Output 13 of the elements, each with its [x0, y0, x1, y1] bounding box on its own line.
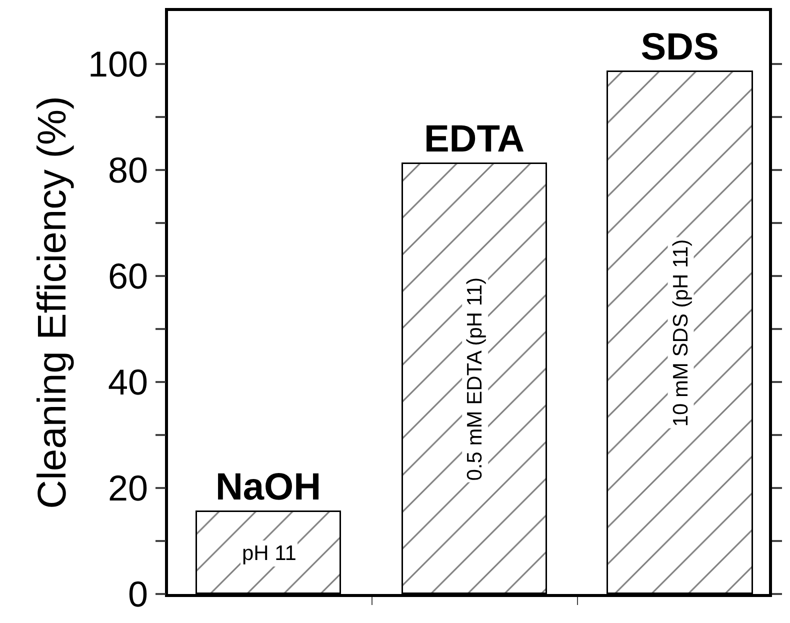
- annotation: pH 11: [242, 542, 296, 565]
- y-tick-label: 40: [108, 362, 148, 403]
- y-tick-label: 60: [108, 256, 148, 297]
- y-tick-label: 0: [128, 574, 148, 615]
- series-label: SDS: [640, 26, 719, 68]
- series-label: NaOH: [215, 466, 322, 508]
- annotation: 10 mM SDS (pH 11): [669, 239, 692, 427]
- y-tick-label: 100: [88, 44, 148, 85]
- annotation: 0.5 mM EDTA (pH 11): [464, 277, 487, 481]
- y-tick-label: 80: [108, 150, 148, 191]
- y-axis-title: Cleaning Efficiency (%): [30, 96, 74, 509]
- series-label: EDTA: [424, 118, 525, 160]
- y-tick-label: 20: [108, 468, 148, 509]
